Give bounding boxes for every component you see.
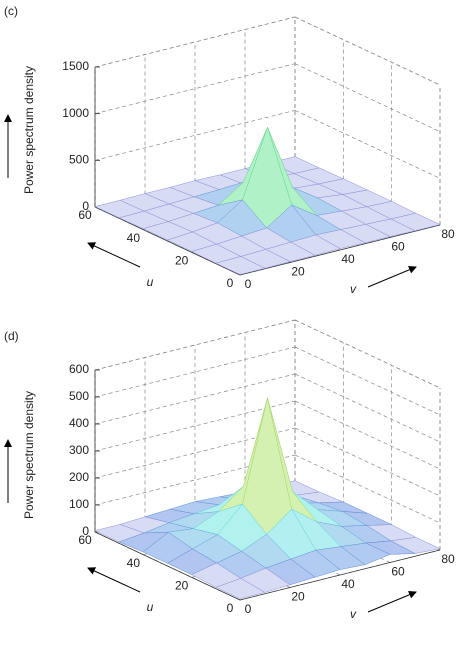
grid-line [294, 427, 441, 497]
grid-line [94, 319, 296, 371]
u-tick-label: 0 [227, 276, 234, 290]
u-tick-label: 0 [227, 601, 234, 615]
grid-line [294, 319, 441, 389]
axis-line [239, 224, 441, 276]
panel-label: (d) [4, 329, 19, 343]
u-tick-label: 20 [175, 254, 189, 268]
u-tick-label: 40 [127, 231, 141, 245]
z-tick-label: 0 [82, 524, 89, 538]
z-tick-label: 100 [69, 497, 89, 511]
v-axis-label: v [350, 607, 357, 621]
z-tick-label: 0 [82, 199, 89, 213]
grid-line [94, 16, 296, 68]
v-tick-label: 20 [291, 590, 305, 604]
z-tick-label: 500 [69, 153, 89, 167]
v-tick-label: 20 [291, 265, 305, 279]
v-tick-label: 80 [441, 552, 455, 566]
z-tick-label: 1000 [62, 106, 89, 120]
grid-line [294, 110, 441, 179]
z-axis-label: Power spectrum density [22, 391, 36, 519]
u-tick-label: 60 [78, 208, 92, 222]
z-tick-label: 1500 [62, 59, 89, 73]
v-tick-label: 60 [391, 565, 405, 579]
v-axis-label: v [350, 282, 357, 296]
v-tick-label: 0 [245, 277, 252, 291]
v-tick-label: 40 [341, 577, 355, 591]
u-tick-label: 20 [175, 579, 189, 593]
grid-line [294, 454, 441, 524]
z-tick-label: 600 [69, 362, 89, 376]
grid-line [294, 400, 441, 470]
z-tick-label: 200 [69, 470, 89, 484]
v-arrow [367, 591, 417, 613]
v-arrow [367, 266, 417, 288]
z-axis-label: Power spectrum density [22, 66, 36, 194]
grid-line [294, 346, 441, 416]
panel-label: (c) [4, 4, 18, 18]
v-tick-label: 0 [245, 602, 252, 616]
axis-line [94, 206, 241, 276]
axis-line [239, 549, 441, 601]
grid-line [94, 400, 296, 452]
u-tick-label: 40 [127, 556, 141, 570]
axis-line [94, 531, 241, 601]
u-arrow [87, 242, 141, 268]
z-tick-label: 300 [69, 443, 89, 457]
grid-line [94, 109, 296, 161]
u-axis-label: u [147, 275, 154, 289]
z-tick-label: 500 [69, 389, 89, 403]
surface-patch [215, 578, 266, 599]
v-tick-label: 60 [391, 240, 405, 254]
grid-line [94, 346, 296, 398]
u-arrow [87, 567, 141, 593]
grid-line [294, 16, 441, 86]
grid-line [94, 63, 296, 115]
grid-line [294, 373, 441, 443]
u-tick-label: 60 [78, 533, 92, 547]
grid-line [294, 63, 441, 132]
u-axis-label: u [147, 600, 154, 614]
v-tick-label: 40 [341, 252, 355, 266]
z-tick-label: 400 [69, 416, 89, 430]
v-tick-label: 80 [441, 227, 455, 241]
grid-line [94, 373, 296, 425]
surface-patch [215, 256, 266, 275]
